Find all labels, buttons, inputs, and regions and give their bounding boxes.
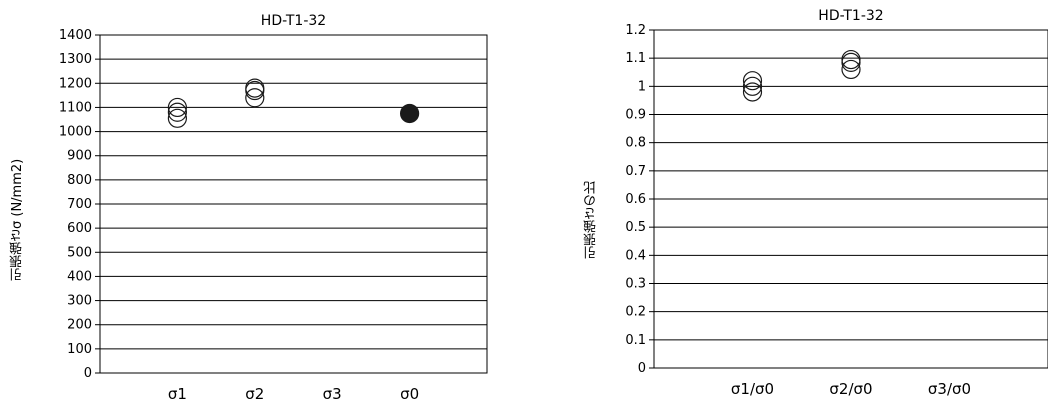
x-tick-label: σ1 [168,385,187,403]
x-tick-label: σ1/σ0 [731,380,774,398]
data-point [841,59,861,80]
y-tick-label: 0.2 [625,305,646,320]
y-tick-label: 1.1 [625,51,646,66]
y-tick-label: 0.6 [625,192,646,207]
data-point [167,97,187,118]
data-point [742,71,763,91]
chart-title: HD-T1-32 [818,8,883,24]
y-tick-label: 300 [67,294,92,309]
y-tick-label: 0.9 [625,108,646,123]
data-point [245,80,265,101]
chart-svg: HD-T1-32 0 0.1 0.2 0.3 0.4 0.5 0.6 0.7 0.8 0.9 1 1.1… [625,8,1048,398]
chart-tensile-strength: 引張強さσ (N/mm2) HD-T1-32 0 100 200 300 400 500 60… [0,0,520,410]
x-tick-label: σ3 [323,385,342,403]
y-tick-label: 900 [67,149,92,164]
y-tick-label: 0.8 [625,136,646,151]
data-point [245,88,265,108]
plot-frame [99,34,488,374]
y-tick-label: 0.7 [625,164,646,179]
y-tick-label: 0.4 [625,248,646,263]
y-tick-label: 100 [67,342,92,357]
y-tick-label: 0 [638,361,646,376]
y-tick-label: 1.2 [625,23,646,38]
y-tick-label: 1200 [59,76,92,91]
chart-title: HD-T1-32 [261,13,326,29]
y-tick-label: 0 [84,366,92,381]
data-point [841,52,861,72]
y-tick-label: 1 [638,79,646,94]
y-tick-label: 600 [67,221,92,236]
x-tick-label: σ0 [400,385,419,403]
y-tick-label: 0.1 [625,333,646,348]
data-point [742,82,763,102]
x-tick-label: σ2 [245,385,264,403]
y-tick-label: 700 [67,197,92,212]
x-tick-label: σ3/σ0 [928,380,971,398]
data-point [167,108,187,128]
y-tick-label: 200 [67,318,92,333]
y-tick-label: 1400 [59,28,92,43]
y-tick-label: 0.3 [625,277,646,292]
chart-svg: HD-T1-32 0 100 200 300 400 500 600 700 800 900 1000… [59,13,488,403]
data-point [742,76,763,96]
y-tick-label: 500 [67,245,92,260]
y-tick-label: 1100 [59,100,92,115]
plot-frame [653,29,1048,369]
data-point [400,103,420,124]
chart-strength-ratio: 引張強さの比 HD-T1-32 0 0.1 0.2 0.3 0.4 0.5 0.6 0.7 0.8… [560,0,1048,410]
y-tick-label: 1000 [59,125,92,140]
x-tick-label: σ2/σ0 [829,380,872,398]
y-tick-label: 400 [67,269,92,284]
y-tick-label: 0.5 [625,220,646,235]
y-tick-label: 800 [67,173,92,188]
data-point [167,102,187,122]
y-tick-label: 1300 [59,52,92,67]
